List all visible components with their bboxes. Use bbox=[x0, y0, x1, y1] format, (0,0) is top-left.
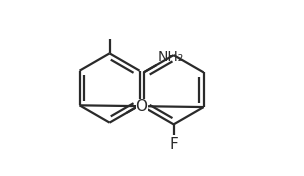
Text: F: F bbox=[169, 137, 178, 152]
Text: O: O bbox=[136, 99, 148, 114]
Text: NH₂: NH₂ bbox=[157, 50, 184, 64]
